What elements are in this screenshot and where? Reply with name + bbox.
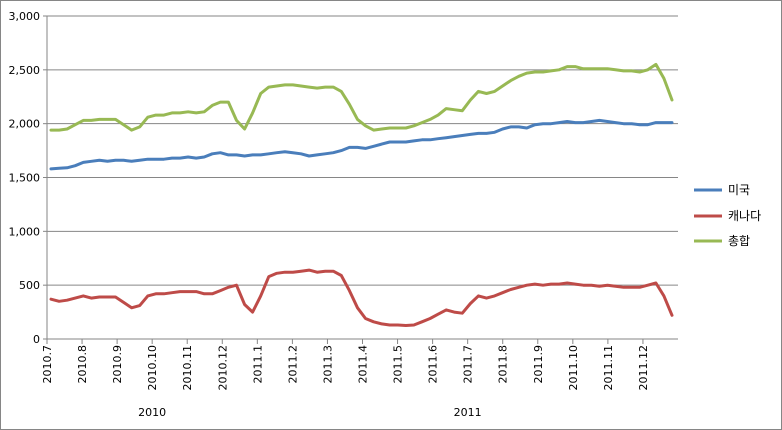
x-tick-label: 2010.11 [181, 345, 194, 391]
x-tick-label: 2011.7 [462, 345, 475, 384]
x-tick-label: 2010.7 [41, 345, 54, 384]
x-tick-label: 2011.10 [567, 345, 580, 391]
x-tick-label: 2011.2 [286, 345, 299, 384]
series-line [49, 118, 674, 171]
year-label: 2010 [138, 406, 166, 419]
y-tick-label: 0 [33, 333, 40, 346]
x-tick-label: 2010.10 [146, 345, 159, 391]
legend-label: 미국 [728, 183, 750, 197]
x-tick-label: 2010.9 [111, 345, 124, 384]
x-tick-label: 2011.8 [497, 345, 510, 384]
x-tick-label: 2011.6 [427, 345, 440, 384]
y-tick-label: 2,500 [9, 64, 41, 77]
x-axis-tick-labels: 2010.7 2010.8 2010.9 2010.10 2010.11 2010.12 2… [41, 345, 650, 391]
x-tick-label: 2011.9 [532, 345, 545, 384]
y-tick-label: 1,500 [9, 172, 41, 185]
axes [43, 15, 678, 344]
x-tick-label: 2010.8 [76, 345, 89, 384]
year-label: 2011 [454, 406, 482, 419]
x-tick-label: 2011.5 [392, 345, 405, 384]
legend-label: 총합 [728, 234, 750, 248]
legend-label: 캐나다 [728, 209, 761, 223]
x-tick-label: 2011.4 [357, 345, 370, 384]
y-tick-label: 1,000 [9, 225, 41, 238]
y-tick-label: 2,000 [9, 118, 41, 131]
y-tick-label: 500 [19, 279, 40, 292]
y-axis-tick-labels: 0 500 1,000 1,500 2,000 2,500 3,000 [9, 10, 41, 346]
x-tick-label: 2011.11 [602, 345, 615, 391]
year-labels: 2010 2011 [138, 406, 482, 419]
x-tick-label: 2011.12 [637, 345, 650, 391]
grid-lines [47, 15, 678, 286]
x-tick-label: 2011.3 [321, 345, 334, 384]
x-tick-label: 2010.12 [216, 345, 229, 391]
y-tick-label: 3,000 [9, 10, 41, 23]
series-line [49, 62, 674, 132]
x-tick-label: 2011.1 [251, 345, 264, 384]
series-line [49, 268, 674, 327]
series-lines [49, 62, 674, 327]
